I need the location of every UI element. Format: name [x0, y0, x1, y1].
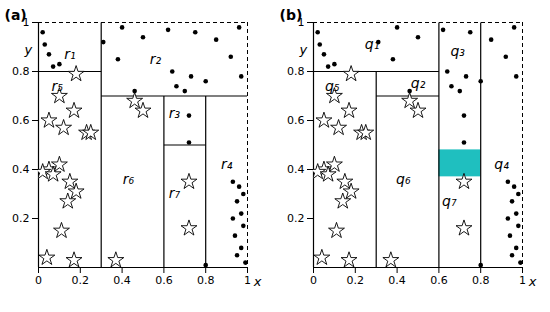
svg-text:x: x	[253, 274, 262, 289]
svg-text:q₆: q₆	[396, 171, 411, 187]
svg-text:0.6: 0.6	[155, 274, 173, 287]
svg-text:r₄: r₄	[221, 156, 233, 172]
svg-text:0.2: 0.2	[287, 212, 305, 225]
svg-text:y: y	[299, 42, 308, 57]
svg-text:r₆: r₆	[123, 171, 135, 187]
svg-text:(a): (a)	[5, 7, 27, 23]
svg-text:q₇: q₇	[442, 193, 457, 209]
svg-text:1: 1	[519, 274, 526, 287]
svg-text:0.4: 0.4	[12, 163, 30, 176]
svg-text:0.4: 0.4	[388, 274, 406, 287]
svg-text:q₃: q₃	[450, 43, 465, 59]
svg-text:1: 1	[244, 274, 251, 287]
svg-text:r₇: r₇	[169, 185, 181, 201]
svg-text:0.8: 0.8	[12, 65, 30, 78]
svg-text:0.6: 0.6	[287, 114, 305, 127]
svg-text:0.6: 0.6	[12, 114, 30, 127]
svg-text:(b): (b)	[280, 7, 303, 23]
svg-text:0.8: 0.8	[472, 274, 490, 287]
svg-text:r₅: r₅	[52, 78, 64, 94]
svg-text:0.6: 0.6	[430, 274, 448, 287]
svg-text:q₄: q₄	[494, 156, 509, 172]
svg-text:q₅: q₅	[325, 78, 340, 94]
svg-text:0.4: 0.4	[287, 163, 305, 176]
svg-text:0: 0	[35, 274, 42, 287]
svg-text:0.2: 0.2	[347, 274, 365, 287]
svg-text:x: x	[528, 274, 537, 289]
svg-text:0: 0	[310, 274, 317, 287]
svg-text:0.2: 0.2	[12, 212, 30, 225]
svg-text:r₃: r₃	[169, 105, 181, 121]
svg-text:y: y	[24, 42, 33, 57]
svg-text:q₂: q₂	[411, 75, 426, 91]
svg-text:0.4: 0.4	[113, 274, 131, 287]
svg-text:r₂: r₂	[150, 51, 162, 67]
svg-text:0.8: 0.8	[197, 274, 215, 287]
svg-text:r₁: r₁	[64, 46, 75, 62]
svg-text:0.8: 0.8	[287, 65, 305, 78]
svg-text:0.2: 0.2	[72, 274, 90, 287]
svg-text:q₁: q₁	[365, 36, 380, 52]
